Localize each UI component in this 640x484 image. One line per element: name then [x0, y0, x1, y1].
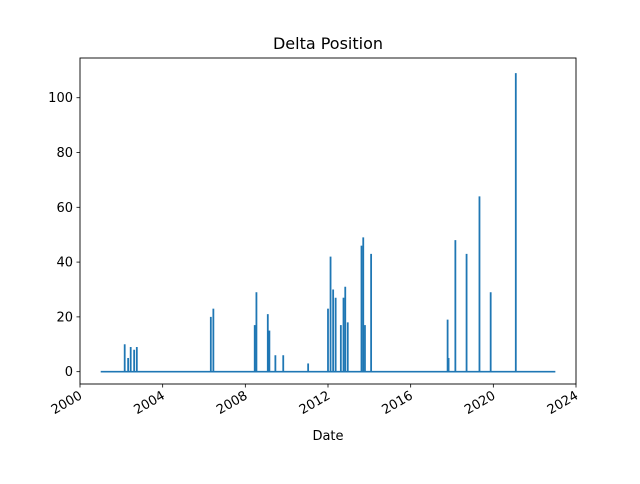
plot-area: [100, 73, 556, 373]
x-tick-label: 2020: [462, 388, 498, 418]
y-tick-label: 40: [56, 256, 73, 271]
y-axis: 0 20 40 60 80 100: [48, 91, 80, 380]
y-tick-label: 20: [56, 310, 73, 325]
x-tick-label: 2016: [380, 388, 416, 418]
y-tick-label: 80: [56, 146, 73, 161]
x-tick-label: 2004: [132, 388, 168, 418]
chart-title: Delta Position: [273, 34, 383, 53]
y-tick-label: 0: [65, 365, 73, 380]
x-axis-label: Date: [312, 429, 343, 444]
y-tick-label: 100: [48, 91, 73, 106]
x-tick-label: 2008: [214, 388, 250, 418]
x-tick-label: 2024: [545, 388, 581, 418]
x-axis: 2000 2004 2008 2012 2016 2020 2024: [49, 384, 581, 418]
x-tick-label: 2012: [297, 388, 333, 418]
x-tick-label: 2000: [49, 388, 85, 418]
y-tick-label: 60: [56, 201, 73, 216]
